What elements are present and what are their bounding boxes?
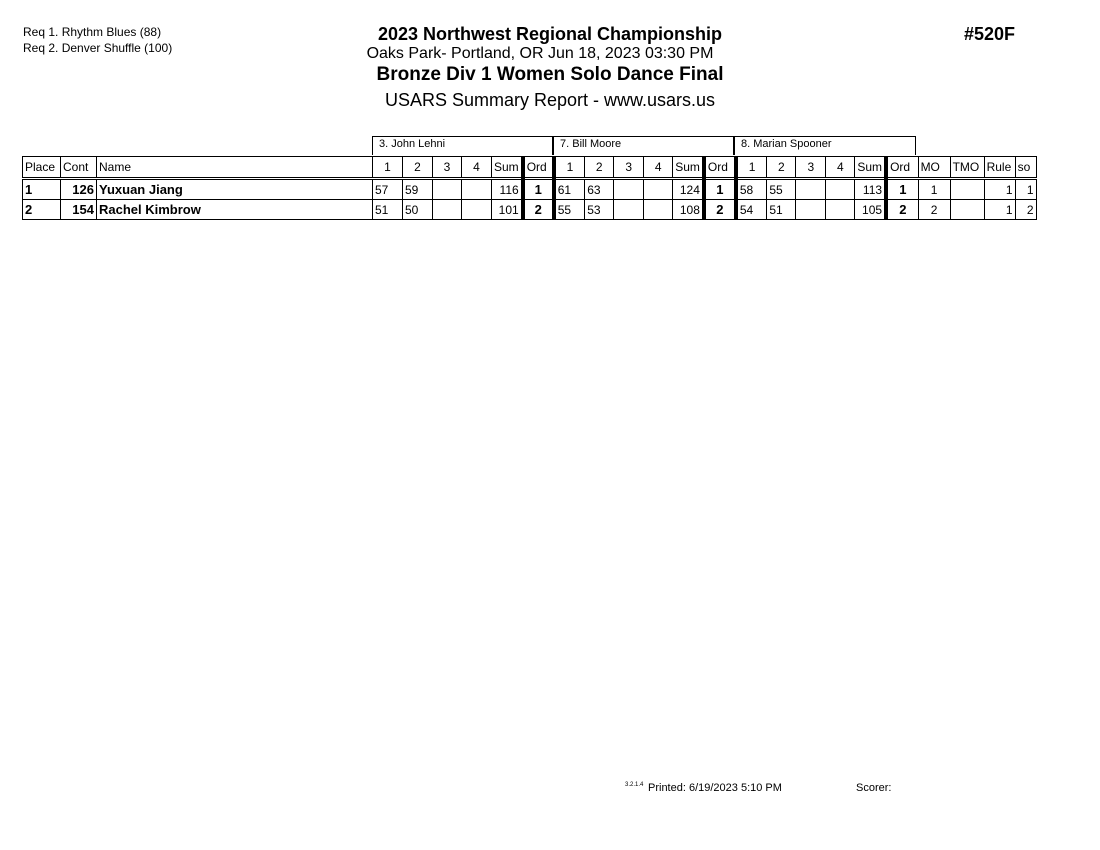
score-cell: [825, 199, 856, 220]
tmo-cell: [949, 178, 985, 200]
ordinal-cell: 1: [701, 178, 737, 200]
mo-cell: 2: [917, 199, 951, 220]
skater-name: Yuxuan Jiang: [96, 178, 373, 200]
so-cell: 1: [1014, 178, 1037, 200]
column-header: 4: [461, 156, 492, 180]
column-header: 1: [372, 156, 403, 180]
column-header: Name: [96, 156, 373, 180]
ordinal-cell: 2: [520, 199, 555, 220]
column-header: 2: [766, 156, 797, 180]
column-header: Ord: [701, 156, 737, 180]
score-cell: [643, 178, 674, 200]
sum-cell: 113: [854, 178, 887, 200]
column-header: Place: [22, 156, 61, 180]
column-header: Ord: [520, 156, 555, 180]
score-cell: [432, 178, 462, 200]
judge-header: 7. Bill Moore: [553, 136, 734, 155]
column-header: 1: [551, 156, 586, 180]
sum-cell: 116: [490, 178, 524, 200]
score-cell: [643, 199, 674, 220]
score-cell: 51: [766, 199, 797, 220]
column-header: 2: [402, 156, 433, 180]
score-cell: 59: [402, 178, 433, 200]
table-row: 2 154 Rachel Kimbrow 51 50 101 2 55 53 108 2 54 51 10…: [22, 199, 1037, 220]
column-header: MO: [917, 156, 951, 180]
ordinal-cell: 2: [701, 199, 737, 220]
column-header: 4: [825, 156, 856, 180]
judge-header: 8. Marian Spooner: [734, 136, 916, 155]
score-cell: 51: [372, 199, 403, 220]
results-table: Place Cont Name 1 2 3 4 Sum Ord 1 2 3 4 Sum Ord 1 2 3 4 Sum…: [22, 156, 1037, 220]
column-header: Sum: [854, 156, 887, 180]
score-cell: 55: [766, 178, 797, 200]
header-row: Place Cont Name 1 2 3 4 Sum Ord 1 2 3 4 Sum Ord 1 2 3 4 Sum…: [22, 156, 1037, 180]
score-cell: 58: [733, 178, 768, 200]
tmo-cell: [949, 199, 985, 220]
event-location: Oaks Park- Portland, OR Jun 18, 2023 03:…: [366, 45, 714, 62]
requirement-1: Req 1. Rhythm Blues (88): [23, 25, 162, 39]
score-cell: [825, 178, 856, 200]
column-header: Ord: [884, 156, 919, 180]
scorer-label: Scorer:: [856, 782, 892, 794]
column-header: 4: [643, 156, 674, 180]
judge-header: 3. John Lehni: [372, 136, 553, 155]
column-header: Cont: [60, 156, 97, 180]
ordinal-cell: 1: [884, 178, 919, 200]
contestant-number: 126: [60, 178, 97, 200]
column-header: Rule: [983, 156, 1016, 180]
column-header: Sum: [672, 156, 705, 180]
printed-date: Printed: 6/19/2023 5:10 PM: [648, 782, 782, 794]
score-cell: [795, 199, 827, 220]
rule-cell: 1: [983, 199, 1016, 220]
ordinal-cell: 2: [884, 199, 919, 220]
score-cell: 63: [584, 178, 615, 200]
score-cell: [461, 199, 492, 220]
rule-cell: 1: [983, 178, 1016, 200]
column-header: so: [1014, 156, 1037, 180]
sum-cell: 108: [672, 199, 705, 220]
column-header: 2: [584, 156, 615, 180]
contestant-number: 154: [60, 199, 97, 220]
score-cell: [432, 199, 462, 220]
page-title: 2023 Northwest Regional Championship: [377, 24, 723, 44]
score-cell: [613, 178, 645, 200]
mo-cell: 1: [917, 178, 951, 200]
version-label: 3.2.1.4: [625, 782, 644, 788]
column-header: 3: [795, 156, 827, 180]
score-cell: 61: [551, 178, 586, 200]
score-cell: 54: [733, 199, 768, 220]
sum-cell: 105: [854, 199, 887, 220]
score-cell: [613, 199, 645, 220]
score-cell: 50: [402, 199, 433, 220]
requirement-2: Req 2. Denver Shuffle (100): [23, 41, 173, 55]
column-header: Sum: [490, 156, 524, 180]
column-header: 1: [733, 156, 768, 180]
place-cell: 1: [22, 178, 61, 200]
score-cell: 53: [584, 199, 615, 220]
score-cell: 57: [372, 178, 403, 200]
score-cell: 55: [551, 199, 586, 220]
column-header: TMO: [949, 156, 985, 180]
score-cell: [461, 178, 492, 200]
column-header: 3: [613, 156, 645, 180]
so-cell: 2: [1014, 199, 1037, 220]
table-row: 1 126 Yuxuan Jiang 57 59 116 1 61 63 124 1 58 55 113 1…: [22, 178, 1037, 200]
sum-cell: 124: [672, 178, 705, 200]
skater-name: Rachel Kimbrow: [96, 199, 373, 220]
event-name: Bronze Div 1 Women Solo Dance Final: [376, 64, 724, 85]
column-header: 3: [432, 156, 462, 180]
ordinal-cell: 1: [520, 178, 555, 200]
score-cell: [795, 178, 827, 200]
place-cell: 2: [22, 199, 61, 220]
event-number: #520F: [964, 24, 1016, 44]
report-title: USARS Summary Report - www.usars.us: [384, 90, 716, 110]
sum-cell: 101: [490, 199, 524, 220]
